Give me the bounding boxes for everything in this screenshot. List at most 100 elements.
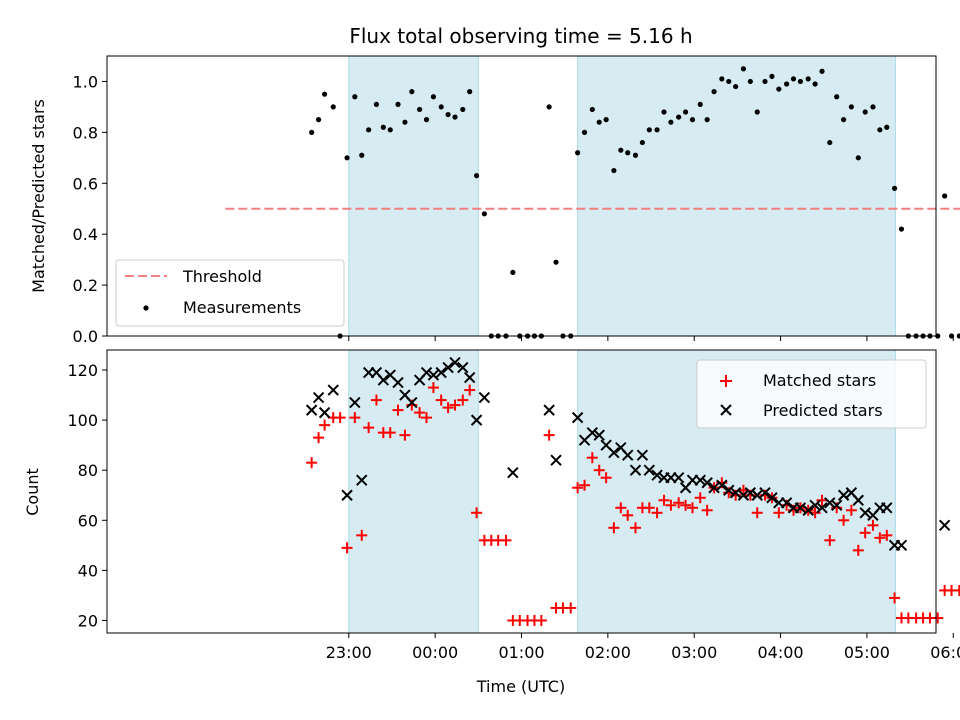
measurement-point [430, 94, 437, 100]
measurement-point [884, 124, 890, 130]
predicted-star-point [571, 411, 584, 424]
matched-star-point [658, 494, 670, 506]
measurement-point [841, 117, 847, 123]
measurement-point [704, 117, 710, 123]
bottom-x-tick-label: 02:00 [585, 643, 631, 662]
measurement-point [380, 124, 386, 130]
matched-star-point [543, 429, 555, 441]
measurement-point [438, 104, 444, 110]
predicted-star-point [593, 429, 605, 441]
predicted-star-stroke [377, 374, 390, 386]
matched-star-point [334, 412, 346, 424]
measurement-point [733, 83, 739, 90]
top-chart-title: Flux total observing time = 5.16 h [349, 24, 692, 48]
predicted-star-stroke [586, 426, 599, 439]
predicted-star-stroke [629, 464, 642, 476]
predicted-star-point [470, 414, 483, 426]
top-y-tick-label: 0.0 [73, 327, 98, 346]
bottom-x-tick-label: 06:00 [930, 643, 960, 662]
legend-matched-label: Matched stars [763, 371, 876, 390]
matched-star-point [565, 602, 577, 614]
predicted-star-stroke [435, 366, 447, 379]
predicted-star-stroke [716, 479, 728, 491]
predicted-star-stroke [837, 489, 850, 501]
matched-star-point [629, 522, 641, 534]
measurement-point [344, 155, 350, 161]
predicted-star-stroke [794, 502, 807, 514]
predicted-star-stroke [701, 477, 713, 489]
predicted-star-stroke [571, 411, 584, 424]
predicted-star-stroke [615, 441, 627, 454]
measurement-point [956, 333, 960, 339]
bottom-y-axis-ticks: 20 40 60 80 100 120 [67, 361, 107, 630]
measurement-point [603, 117, 609, 123]
measurement-point [315, 117, 322, 123]
predicted-star-stroke [600, 439, 612, 451]
legend-measurements-swatch [143, 305, 149, 311]
predicted-star-stroke [636, 449, 649, 461]
measurement-point [848, 104, 854, 110]
top-y-tick-label: 0.2 [73, 276, 98, 295]
measurement-point [553, 259, 559, 265]
predicted-star-stroke [708, 482, 720, 494]
top-y-tick-label: 0.6 [73, 174, 98, 193]
top-legend: Threshold Measurements [115, 259, 345, 327]
predicted-star-point [824, 497, 836, 509]
predicted-star-stroke [802, 504, 814, 516]
top-y-tick-label: 0.8 [73, 123, 98, 142]
top-panel: 0.0 0.2 0.4 0.6 0.8 1.0 Matched/Predicted sta… [29, 55, 960, 346]
bottom-x-axis-label: Time (UTC) [476, 677, 565, 696]
predicted-star-point [708, 482, 720, 494]
predicted-star-point [729, 487, 742, 499]
predicted-star-point [622, 449, 634, 461]
measurement-point [797, 78, 804, 85]
predicted-star-stroke [305, 404, 318, 416]
measurement-point [776, 86, 782, 92]
bottom-y-tick-label: 20 [78, 611, 98, 630]
predicted-star-stroke [723, 484, 735, 496]
measurement-point [891, 185, 898, 191]
predicted-star-point [651, 469, 663, 481]
measurement-point [409, 89, 415, 95]
measurement-point [661, 109, 667, 115]
predicted-star-stroke [643, 464, 656, 476]
matched-star-point [306, 457, 318, 469]
measurement-point [330, 104, 336, 110]
legend-measurements-label: Measurements [183, 298, 301, 317]
matched-star-point [471, 507, 483, 519]
predicted-star-point [881, 502, 893, 514]
predicted-star-stroke [938, 519, 951, 532]
bottom-x-tick-label: 23:00 [326, 643, 372, 662]
measurement-point [711, 89, 717, 95]
predicted-stars-points [305, 356, 951, 552]
matched-star-point [622, 509, 634, 521]
measurement-point [460, 106, 466, 113]
predicted-star-stroke [370, 366, 383, 379]
predicted-star-point [809, 499, 821, 511]
predicted-star-stroke [406, 396, 418, 409]
predicted-star-point [802, 504, 814, 516]
predicted-star-point [636, 449, 649, 461]
predicted-star-stroke [550, 454, 562, 466]
matched-star-point [889, 592, 901, 604]
predicted-star-point [550, 454, 562, 466]
matched-star-point [773, 507, 785, 519]
matched-star-point [816, 494, 828, 506]
matched-star-point [859, 527, 871, 539]
measurement-point [646, 127, 652, 133]
matched-star-point [600, 472, 612, 484]
measurement-point [596, 119, 602, 125]
matched-star-point [341, 542, 353, 554]
predicted-star-point [318, 406, 331, 419]
measurement-point [387, 127, 393, 133]
predicted-star-point [341, 489, 353, 501]
top-y-axis-ticks: 0.0 0.2 0.4 0.6 0.8 1.0 [73, 72, 107, 346]
predicted-star-stroke [608, 446, 620, 459]
predicted-star-point [312, 391, 325, 404]
predicted-star-stroke [672, 472, 685, 484]
predicted-star-stroke [543, 404, 555, 416]
measurement-point [639, 139, 645, 146]
bottom-y-tick-label: 60 [78, 511, 98, 530]
measurement-point [359, 152, 365, 158]
